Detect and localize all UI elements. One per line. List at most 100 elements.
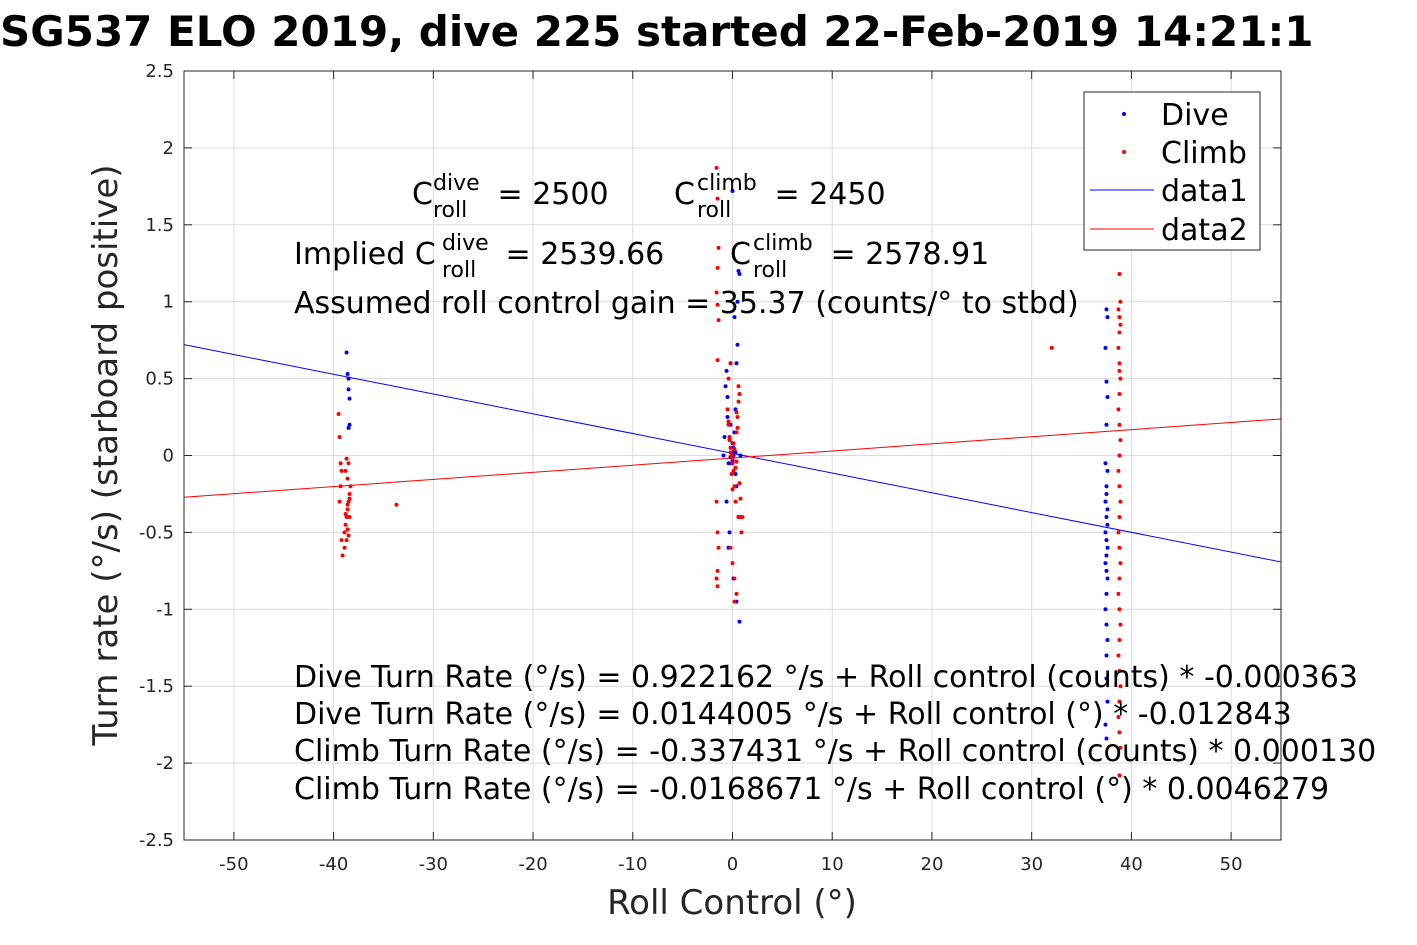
- chart-title: SG537 ELO 2019, dive 225 started 22-Feb-…: [0, 7, 1313, 56]
- point-climb: [725, 407, 730, 412]
- point-climb: [715, 196, 720, 201]
- point-dive: [1105, 468, 1110, 473]
- point-dive: [726, 461, 731, 466]
- point-dive: [1105, 545, 1110, 550]
- point-climb: [730, 456, 735, 461]
- annotation-superscript: dive: [433, 171, 480, 196]
- point-dive: [1103, 499, 1108, 504]
- point-climb: [1117, 607, 1122, 612]
- point-dive: [721, 453, 726, 458]
- point-climb: [344, 515, 349, 520]
- point-climb: [1116, 468, 1121, 473]
- point-climb: [716, 545, 721, 550]
- annotation-subscript: roll: [753, 258, 787, 283]
- point-dive: [1104, 568, 1109, 573]
- point-climb: [344, 456, 349, 461]
- point-climb: [1118, 745, 1123, 750]
- point-dive: [735, 299, 740, 304]
- y-tick-label: -1: [156, 599, 174, 620]
- legend-label-data2: data2: [1161, 213, 1248, 248]
- annotation-c-roll-dive: C dive roll = 2500: [412, 171, 609, 223]
- point-climb: [1049, 345, 1054, 350]
- legend-label-dive: Dive: [1161, 98, 1229, 133]
- point-climb: [728, 545, 733, 550]
- point-climb: [343, 522, 348, 527]
- point-dive: [724, 499, 729, 504]
- point-dive: [738, 453, 743, 458]
- y-tick-label: 1: [163, 292, 174, 313]
- point-dive: [1105, 315, 1110, 320]
- fit-equation-dive-degrees: Dive Turn Rate (°/s) = 0.0144005 °/s + R…: [294, 697, 1292, 732]
- point-dive: [1105, 576, 1110, 581]
- point-climb: [345, 527, 350, 532]
- point-dive: [722, 435, 727, 440]
- point-climb: [342, 545, 347, 550]
- annotation-gain: Assumed roll control gain = 35.37 (count…: [294, 286, 1079, 321]
- x-tick-label: 50: [1220, 854, 1243, 875]
- point-climb: [337, 435, 342, 440]
- point-climb: [734, 459, 739, 464]
- point-climb: [340, 553, 345, 558]
- x-tick-label: -40: [319, 854, 348, 875]
- point-climb: [338, 461, 343, 466]
- x-tick-label: -10: [618, 854, 647, 875]
- point-climb: [346, 461, 351, 466]
- annotation-base: C: [730, 237, 751, 272]
- point-climb: [1117, 773, 1122, 778]
- annotation-superscript: climb: [697, 171, 757, 196]
- point-climb: [714, 499, 719, 504]
- annotation-base: C: [412, 177, 433, 212]
- x-tick-label: 30: [1020, 854, 1043, 875]
- x-tick-label: 0: [727, 854, 738, 875]
- point-dive: [1104, 515, 1109, 520]
- point-climb: [726, 419, 731, 424]
- point-dive: [347, 422, 352, 427]
- point-climb: [1117, 638, 1122, 643]
- point-dive: [736, 268, 741, 273]
- point-climb: [731, 468, 736, 473]
- fit-equation-climb-degrees: Climb Turn Rate (°/s) = -0.0168671 °/s +…: [294, 772, 1329, 807]
- point-climb: [347, 496, 352, 501]
- point-dive: [737, 619, 742, 624]
- legend-label-climb: Climb: [1161, 136, 1247, 171]
- point-climb: [1116, 345, 1121, 350]
- legend-label-data1: data1: [1161, 174, 1248, 209]
- point-climb: [732, 484, 737, 489]
- annotation-subscript: roll: [697, 198, 731, 223]
- point-climb: [729, 453, 734, 458]
- fit-equations: Dive Turn Rate (°/s) = 0.922162 °/s + Ro…: [294, 660, 1376, 807]
- point-dive: [725, 395, 730, 400]
- legend-marker-climb: [1122, 150, 1126, 154]
- y-tick-label: -2: [156, 753, 174, 774]
- y-tick-label: 1.5: [145, 215, 174, 236]
- point-dive: [732, 315, 737, 320]
- y-tick-label: 2: [163, 138, 174, 159]
- point-dive: [1104, 307, 1109, 312]
- point-climb: [715, 530, 720, 535]
- point-dive: [347, 396, 352, 401]
- point-dive: [1105, 507, 1110, 512]
- point-climb: [342, 530, 347, 535]
- annotation-base: C: [674, 177, 695, 212]
- point-dive: [1104, 538, 1109, 543]
- point-climb: [336, 411, 341, 416]
- point-climb: [737, 481, 742, 486]
- y-tick-label: -1.5: [139, 676, 174, 697]
- point-climb: [348, 484, 353, 489]
- point-dive: [346, 425, 351, 430]
- point-climb: [732, 576, 737, 581]
- point-climb: [728, 450, 733, 455]
- point-climb: [1117, 361, 1122, 366]
- x-axis-ticks: -50 -40 -30 -20 -10 0 10 20 30 40 50: [219, 71, 1243, 875]
- point-dive: [730, 188, 735, 193]
- point-dive: [724, 368, 729, 373]
- point-climb: [1117, 368, 1122, 373]
- annotation-superscript: dive: [442, 231, 489, 256]
- y-tick-label: 0: [163, 446, 174, 467]
- legend-box: [1083, 91, 1261, 251]
- y-tick-label: 2.5: [145, 61, 174, 82]
- annotation-c-roll-climb: C climb roll = 2450: [674, 171, 886, 223]
- point-climb: [1117, 576, 1122, 581]
- annotation-implied-dive: Implied C dive roll = 2539.66: [294, 231, 664, 283]
- x-tick-label: 40: [1120, 854, 1143, 875]
